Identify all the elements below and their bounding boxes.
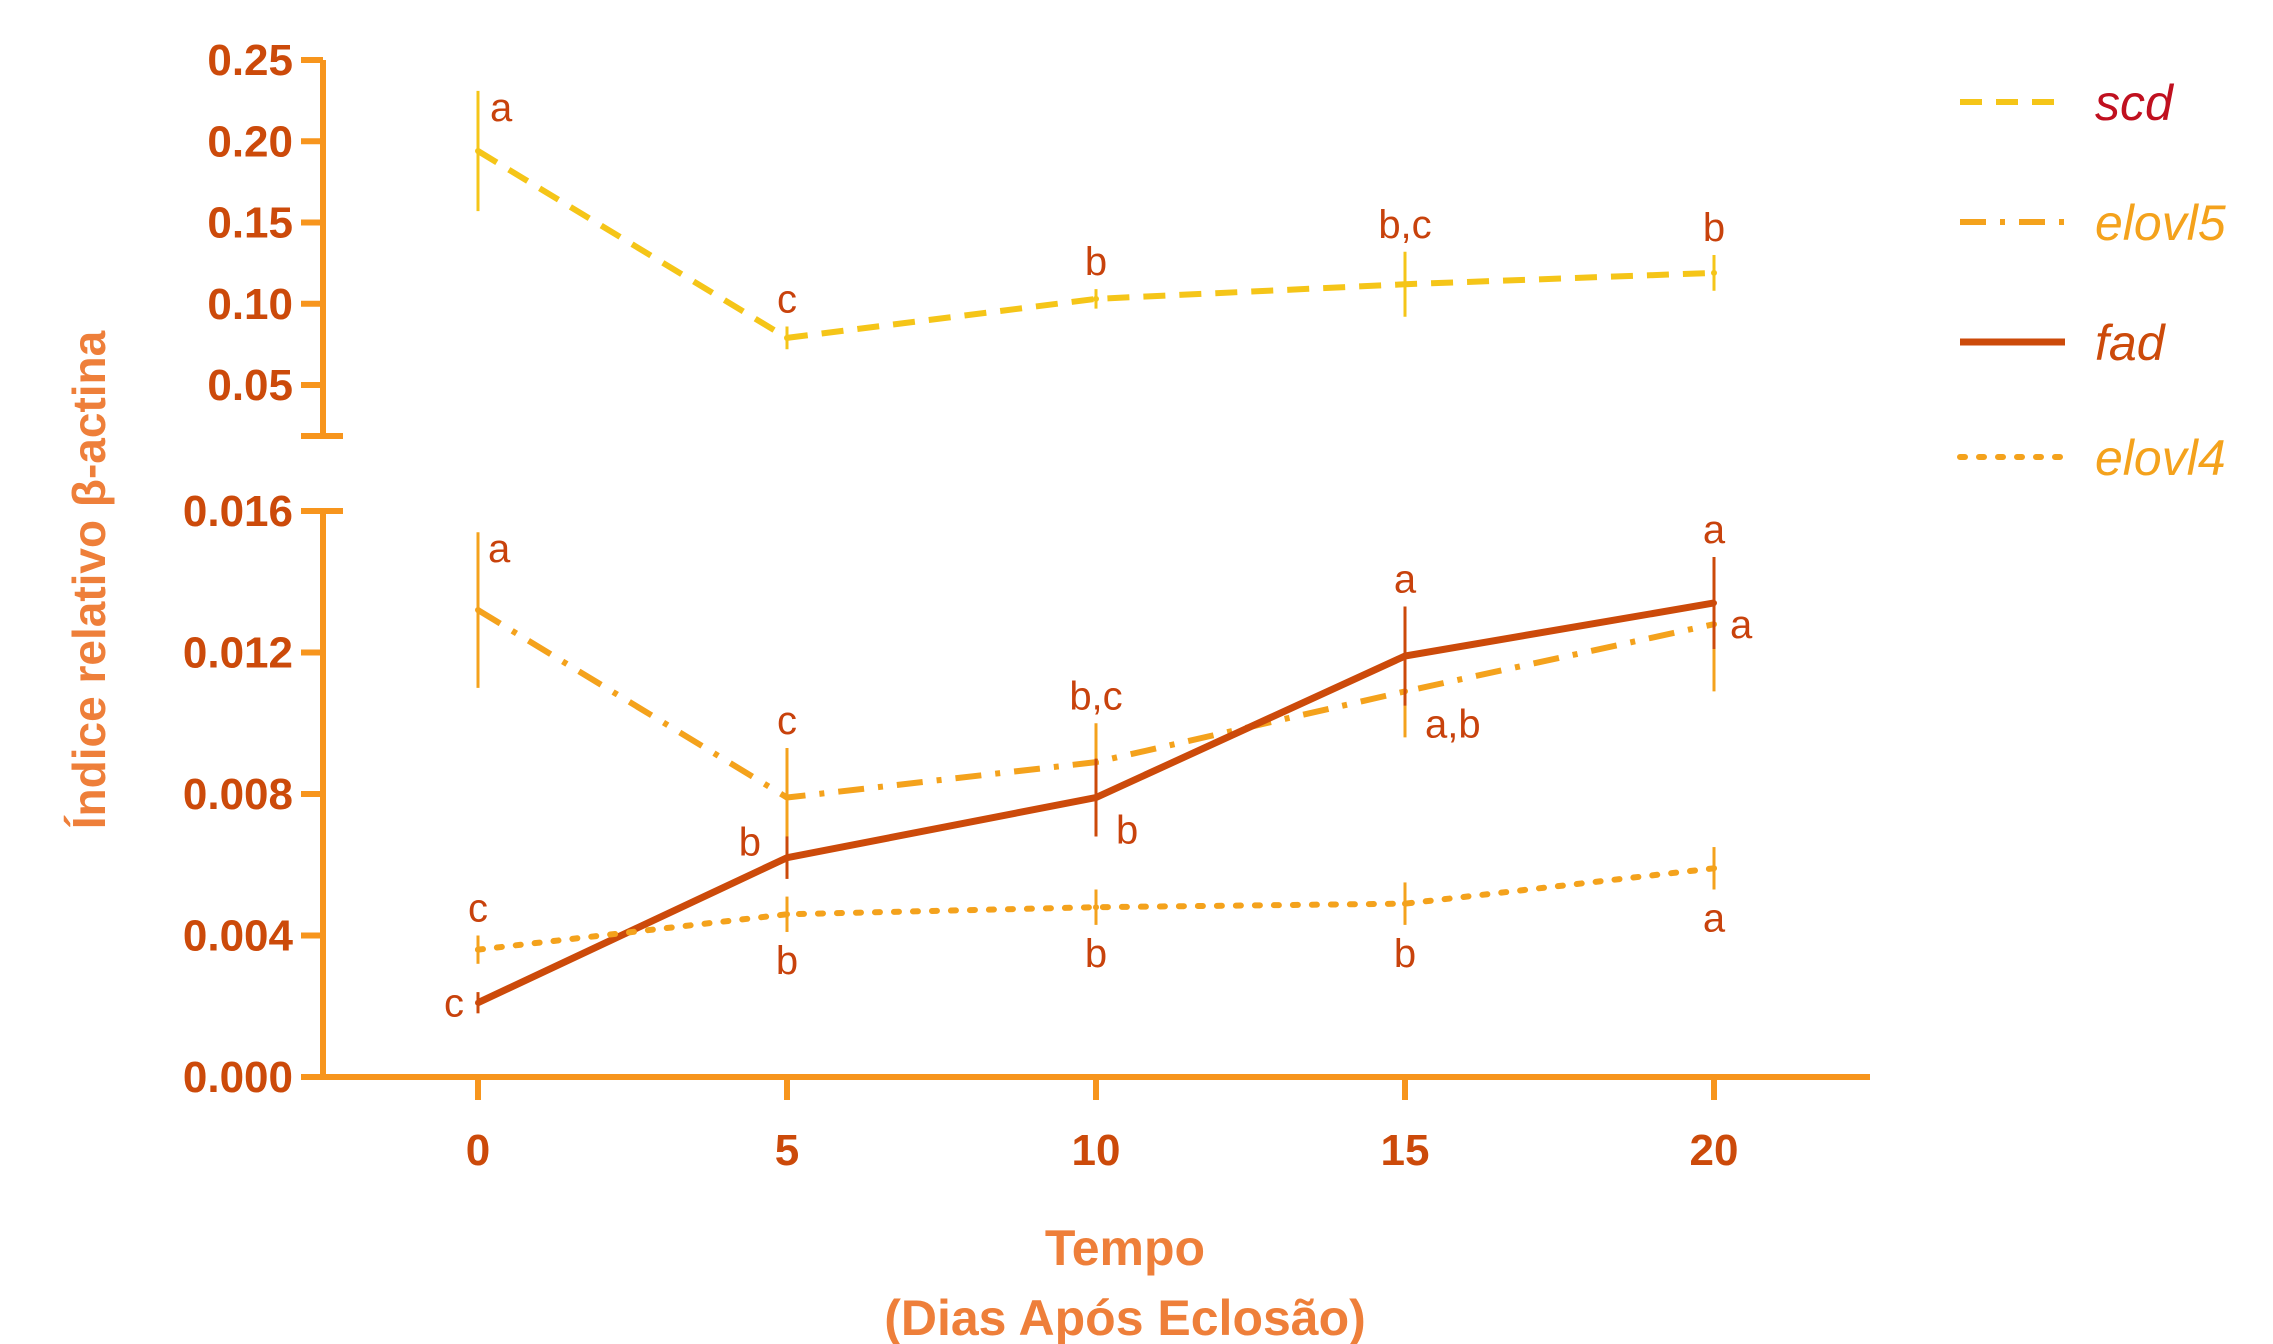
point-scd: [1402, 281, 1408, 288]
point-elovl4: [1402, 900, 1408, 907]
point-fad: [1402, 653, 1408, 660]
point-elovl5: [784, 794, 790, 801]
series-elovl4: [475, 847, 1717, 964]
sig-letter-elovl5: a: [1730, 603, 1753, 647]
upper-y-tick-label: 0.10: [207, 280, 293, 329]
lower-y-tick-label: 0.000: [183, 1053, 293, 1102]
line-elovl4: [475, 865, 1717, 953]
sig-letter-elovl5: c: [777, 699, 797, 743]
point-elovl5: [475, 607, 481, 614]
series-scd: [475, 90, 1717, 350]
upper-y-tick-label: 0.15: [207, 199, 293, 248]
x-axis-label-line1: Tempo: [1045, 1220, 1205, 1276]
point-fad: [475, 999, 481, 1006]
sig-letter-fad: b: [739, 821, 761, 865]
sig-letter-elovl5: a,b: [1425, 702, 1481, 746]
x-tick-label: 0: [466, 1126, 490, 1175]
point-fad: [1711, 599, 1717, 606]
point-scd: [475, 148, 481, 154]
lower-y-tick-label: 0.008: [183, 770, 293, 819]
x-tick-label: 20: [1690, 1126, 1739, 1175]
point-elovl4: [1711, 865, 1717, 872]
sig-letter-elovl4: b: [1394, 932, 1416, 976]
sig-letter-fad: b: [1116, 809, 1138, 853]
legend-label-elovl4: elovl4: [2095, 430, 2226, 486]
sig-letter-fad: a: [1394, 558, 1417, 602]
sig-letter-scd: b: [1085, 240, 1107, 284]
sig-letter-elovl4: c: [468, 887, 488, 931]
x-tick-label: 15: [1381, 1126, 1430, 1175]
x-axis-label-line2: (Dias Após Eclosão): [884, 1290, 1366, 1344]
legend-label-elovl5: elovl5: [2095, 195, 2226, 251]
y-axis-label: Índice relativo β-actina: [63, 330, 115, 829]
point-fad: [1093, 794, 1099, 801]
point-scd: [1711, 269, 1717, 276]
point-elovl4: [475, 946, 481, 953]
upper-y-tick-label: 0.25: [207, 36, 293, 85]
sig-letter-elovl4: a: [1703, 897, 1726, 941]
significance-letters: a c b b,c b a c b,c a,b a c b b a a c b b b a: [444, 86, 1753, 1026]
sig-letter-elovl4: b: [1085, 932, 1107, 976]
sig-letter-scd: a: [490, 86, 513, 130]
point-elovl4: [1093, 904, 1099, 911]
lower-y-tick-label: 0.016: [183, 487, 293, 536]
x-tick-label: 10: [1072, 1126, 1121, 1175]
point-fad: [784, 854, 790, 861]
legend: scd elovl5 fad elovl4: [1957, 75, 2226, 486]
series-fad: [475, 556, 1717, 1014]
point-scd: [1093, 295, 1099, 302]
lower-y-tick-label: 0.004: [183, 912, 294, 961]
sig-letter-scd: c: [777, 278, 797, 322]
line-scd: [476, 148, 1715, 341]
x-tick-label: 5: [775, 1126, 799, 1175]
legend-label-fad: fad: [2095, 315, 2167, 371]
upper-y-tick-label: 0.05: [207, 361, 293, 410]
legend-label-scd: scd: [2095, 75, 2175, 131]
point-elovl4: [784, 911, 790, 918]
point-scd: [784, 334, 790, 341]
series-layer: [475, 90, 1717, 1014]
axes: 0.25 0.20 0.15 0.10 0.05 0.016 0.012 0.008 0.004…: [183, 36, 1870, 1175]
sig-letter-elovl4: b: [776, 939, 798, 983]
sig-letter-elovl5: b,c: [1069, 674, 1122, 718]
sig-letter-fad: a: [1703, 508, 1726, 552]
lower-y-tick-label: 0.012: [183, 629, 293, 678]
sig-letter-scd: b,c: [1378, 203, 1431, 247]
sig-letter-fad: c: [444, 982, 464, 1026]
upper-y-tick-label: 0.20: [207, 117, 293, 166]
sig-letter-scd: b: [1703, 206, 1725, 250]
sig-letter-elovl5: a: [488, 527, 511, 571]
